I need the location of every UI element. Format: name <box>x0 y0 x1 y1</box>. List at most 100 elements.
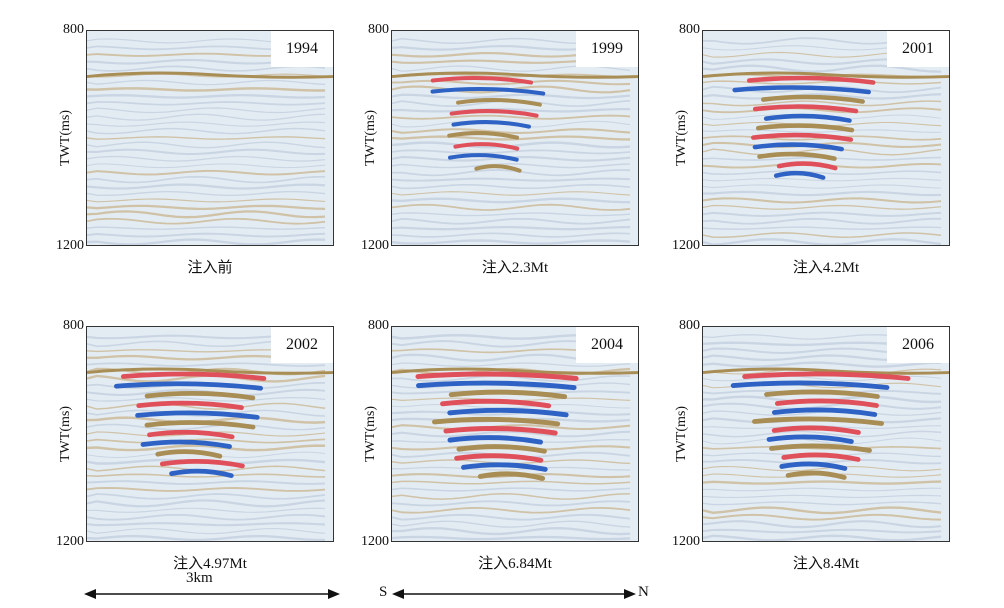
plume-reflection <box>448 389 568 400</box>
scale-bar-arrow <box>84 589 340 599</box>
y-axis-top-label: 800 <box>63 318 84 333</box>
plume-reflection <box>415 371 579 381</box>
plume-reflection <box>447 435 543 445</box>
reflector-line <box>392 177 631 182</box>
reflector-line <box>87 402 326 410</box>
reflector-line <box>87 163 326 169</box>
plume-reflection <box>140 439 232 449</box>
reflector-line <box>703 129 942 133</box>
reflector-line <box>392 203 631 211</box>
reflector-line <box>703 520 942 529</box>
y-axis-title: TWT(ms) <box>363 406 378 462</box>
y-axis-bottom-label: 1200 <box>361 238 389 253</box>
plume-reflection <box>774 398 879 408</box>
reflector-line <box>703 506 942 515</box>
plume-reflection <box>144 391 256 401</box>
plume-reflection <box>477 471 546 481</box>
horizon-line <box>87 367 333 375</box>
reflector-line <box>392 424 631 431</box>
y-axis-bottom-label: 1200 <box>56 534 84 549</box>
reflector-line <box>703 226 942 230</box>
y-axis-title: TWT(ms) <box>674 110 689 166</box>
reflector-line <box>87 217 326 225</box>
reflector-line <box>87 396 326 402</box>
reflector-line <box>703 232 942 238</box>
year-label: 2004 <box>576 327 638 363</box>
reflector-line <box>87 362 326 367</box>
reflector-line <box>87 107 326 114</box>
reflector-line <box>392 149 631 155</box>
reflector-line <box>703 204 942 210</box>
reflector-line <box>703 197 942 204</box>
plume-reflection <box>456 444 547 454</box>
y-axis-bottom-label: 1200 <box>672 238 700 253</box>
panel-caption: 注入8.4Mt <box>792 556 860 572</box>
y-axis-title: TWT(ms) <box>674 406 689 462</box>
reflector-line <box>87 480 326 485</box>
reflector-line <box>392 506 631 514</box>
reflector-line <box>703 446 942 450</box>
seismic-image <box>703 37 949 245</box>
plume-reflection <box>776 161 838 171</box>
seismic-image <box>703 334 949 541</box>
y-axis-top-label: 800 <box>368 318 389 333</box>
reflector-line <box>392 169 631 177</box>
plume-reflection <box>430 75 534 85</box>
plume-reflection <box>147 429 235 440</box>
seismic-image <box>392 333 638 541</box>
horizon-line <box>87 71 333 79</box>
plume-reflection <box>771 407 878 417</box>
reflector-line <box>392 526 631 536</box>
plume-reflection <box>773 170 826 180</box>
reflector-line <box>87 522 326 527</box>
reflector-line <box>703 107 942 114</box>
plume-reflection <box>451 120 531 129</box>
plume-reflection <box>763 113 852 123</box>
reflector-line <box>392 191 631 196</box>
reflector-line <box>392 430 631 438</box>
seismic-section: 1994 <box>86 30 334 246</box>
plume-reflection <box>159 458 245 469</box>
plume-reflection <box>751 132 854 142</box>
plume-reflection <box>144 420 256 430</box>
seismic-section: 2001 <box>702 30 950 246</box>
reflector-line <box>392 362 631 367</box>
y-axis-top-label: 800 <box>679 22 700 37</box>
reflector-line <box>392 492 631 500</box>
plume-reflection <box>764 389 880 399</box>
reflector-line <box>703 217 942 225</box>
reflector-line <box>392 135 631 141</box>
reflector-line <box>703 437 942 445</box>
y-axis-bottom-label: 1200 <box>361 534 389 549</box>
reflector-line <box>87 499 326 508</box>
y-axis-top-label: 800 <box>63 22 84 37</box>
panel-caption: 注入2.3Mt <box>481 260 549 276</box>
plume-reflection <box>440 398 552 409</box>
reflector-line <box>703 184 942 189</box>
reflector-line <box>87 527 326 535</box>
panel-caption: 注入4.97Mt <box>173 556 247 572</box>
plume-reflection <box>771 425 861 435</box>
panel-caption: 注入6.84Mt <box>478 556 552 572</box>
reflector-line <box>703 80 942 85</box>
reflector-line <box>87 232 326 238</box>
reflector-line <box>392 520 631 528</box>
plume-reflection <box>453 142 520 151</box>
horizon-line <box>703 71 949 79</box>
direction-arrow <box>392 589 636 599</box>
reflector-line <box>87 93 326 99</box>
reflector-line <box>87 141 326 149</box>
plume-reflection <box>136 400 244 411</box>
year-label: 2002 <box>271 327 333 363</box>
plume-reflection <box>785 470 847 480</box>
seismic-image <box>87 334 333 541</box>
reflector-line <box>87 226 326 230</box>
plume-reflection <box>449 109 539 118</box>
plume-reflection <box>779 461 848 471</box>
plume-reflection <box>752 142 844 152</box>
reflector-line <box>703 430 942 438</box>
reflector-line <box>87 175 326 184</box>
reflector-line <box>87 183 326 190</box>
reflector-line <box>87 190 326 197</box>
reflector-line <box>703 211 942 217</box>
